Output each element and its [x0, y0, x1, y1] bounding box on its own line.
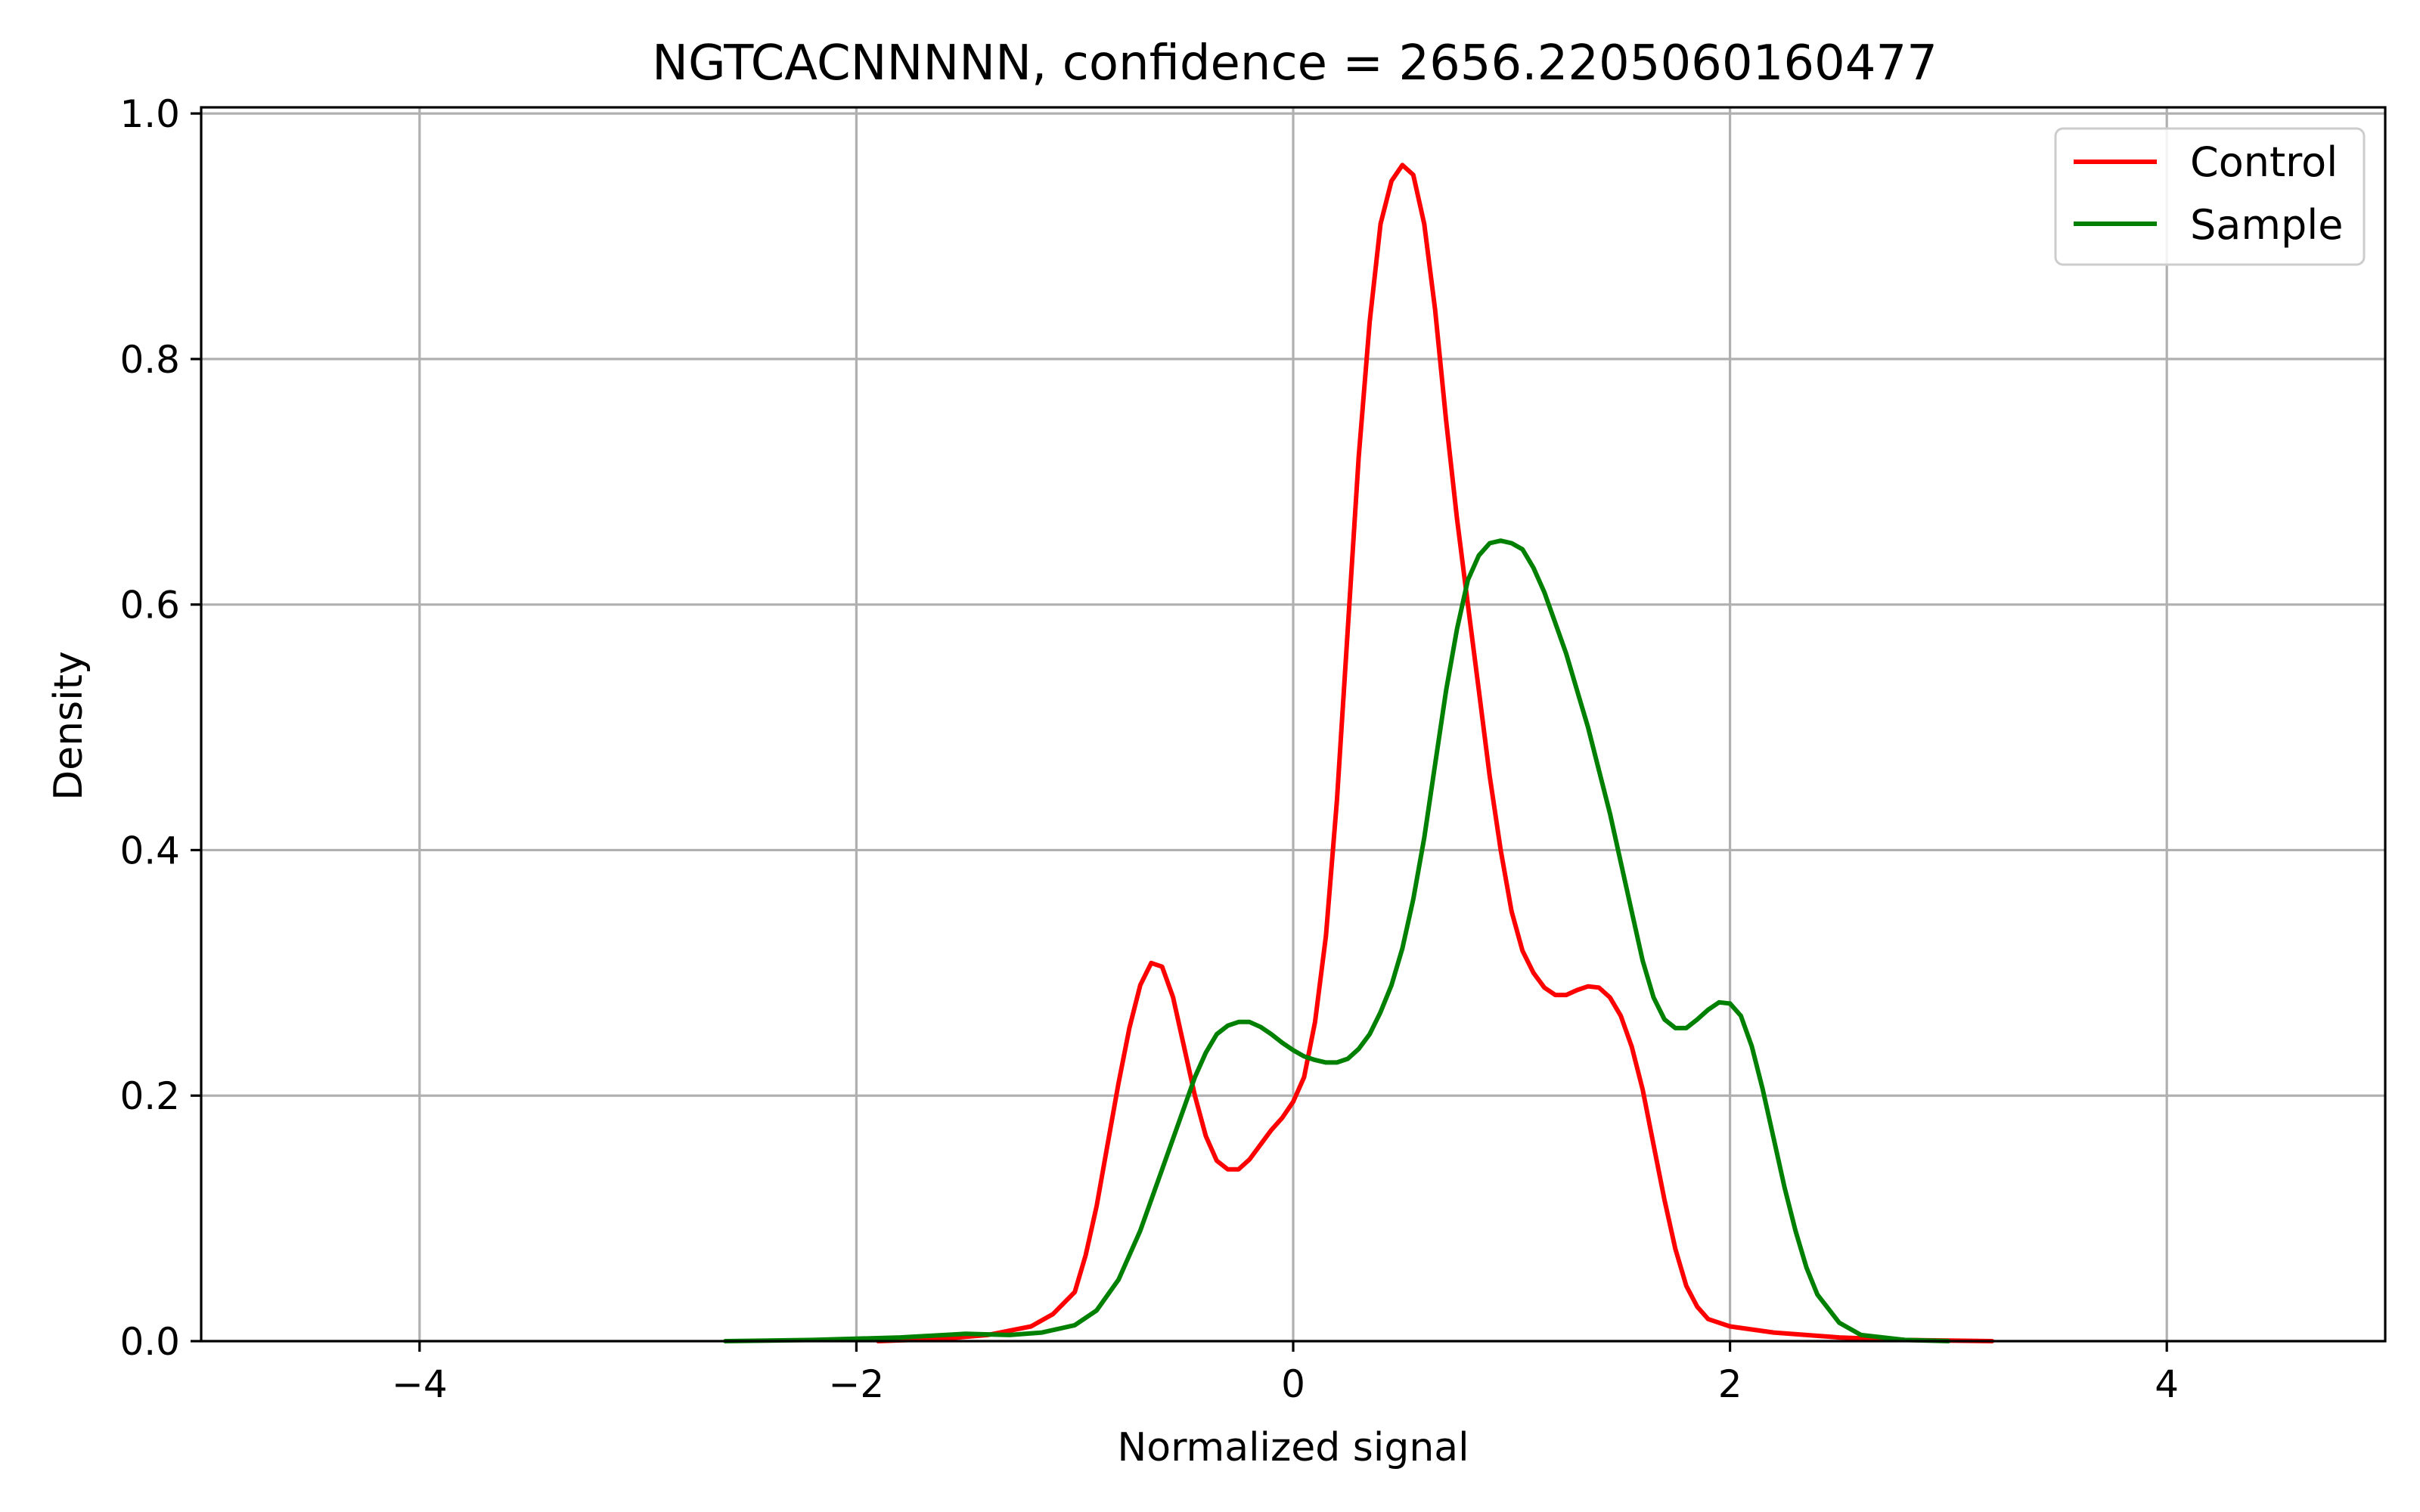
series-line-control	[876, 163, 1995, 1343]
y-tick-label: 0.6	[119, 584, 180, 627]
x-tick-label: −4	[392, 1362, 448, 1406]
y-tick-label: 0.8	[119, 338, 180, 382]
y-tick-label: 1.0	[119, 92, 180, 136]
x-tick-label: 2	[1718, 1362, 1742, 1406]
legend-label-control: Control	[2190, 138, 2338, 186]
x-axis-label: Normalized signal	[1117, 1425, 1469, 1470]
chart-title: NGTCACNNNNN, confidence = 2656.220506016…	[652, 36, 1938, 91]
legend: Control Sample	[2054, 127, 2366, 266]
y-axis-label: Density	[46, 651, 92, 801]
legend-label-sample: Sample	[2190, 201, 2343, 249]
x-tick-label: −2	[829, 1362, 885, 1406]
x-tick-label: 4	[2155, 1362, 2179, 1406]
grid-lines	[201, 107, 2385, 1343]
y-tick-label: 0.4	[119, 829, 180, 872]
axis-ticks: −4 −2 0 2 4 0.0 0.2 0.4 0.6 0.8 1.0	[119, 92, 2179, 1406]
y-tick-label: 0.2	[119, 1074, 180, 1118]
series-lines	[723, 163, 1995, 1343]
x-tick-label: 0	[1281, 1362, 1305, 1406]
y-tick-label: 0.0	[119, 1320, 180, 1364]
series-line-sample	[723, 538, 1951, 1343]
